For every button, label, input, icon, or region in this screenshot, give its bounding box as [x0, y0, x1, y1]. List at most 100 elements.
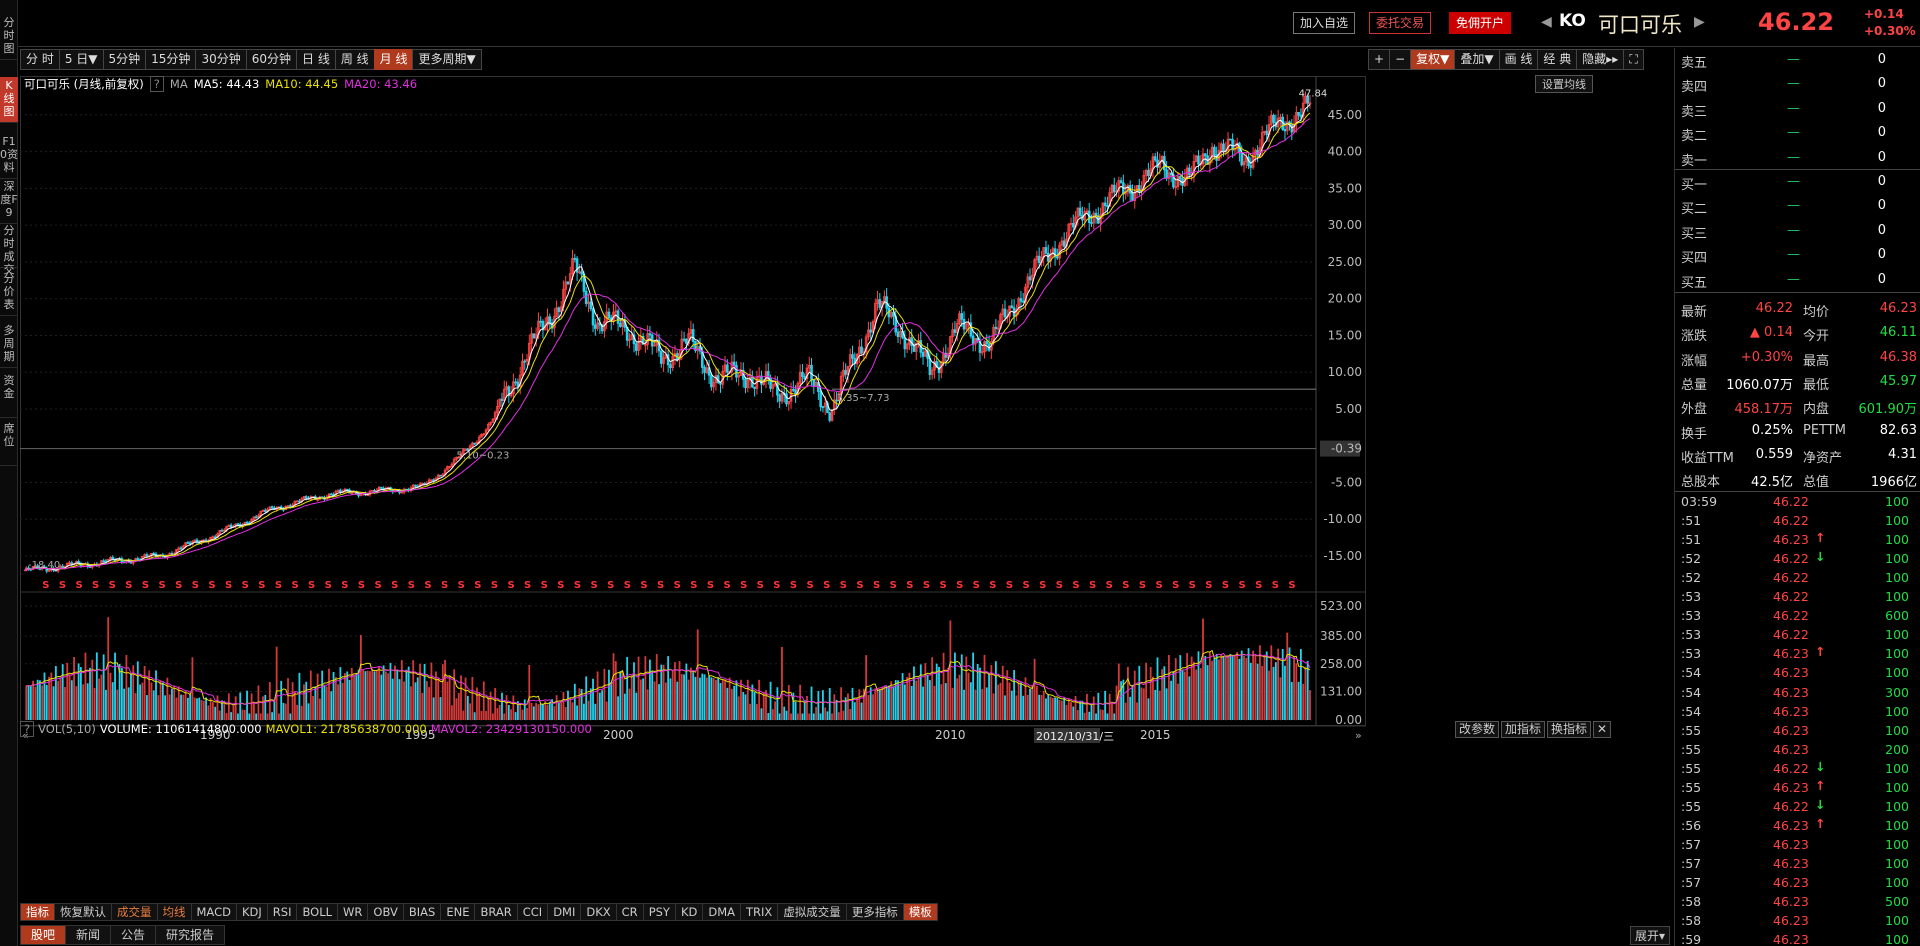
orderbook-qty: 0 [1877, 174, 1886, 189]
tool-button-3[interactable]: 叠加▼ [1454, 49, 1500, 70]
price-axis-label: 5.00 [1335, 402, 1362, 416]
candle-body [145, 554, 149, 557]
volume-bar [287, 678, 289, 720]
tool-button-6[interactable]: 隐藏▸▸ [1576, 49, 1625, 70]
left-tab-1[interactable]: K线图 [0, 77, 18, 123]
add-indicator-button[interactable]: 加指标 [1501, 721, 1546, 738]
switch-indicator-button[interactable]: 换指标 [1547, 721, 1592, 738]
period-tab-4[interactable]: 30分钟 [195, 49, 247, 70]
volume-bar [833, 694, 836, 720]
indicator-tab-15[interactable]: DKX [580, 903, 617, 921]
open-account-button[interactable]: 免佣开户 [1449, 12, 1512, 34]
indicator-tab-3[interactable]: 均线 [156, 903, 192, 921]
left-tab-3[interactable]: 深度F9 [0, 178, 18, 224]
indicator-tab-5[interactable]: KDJ [235, 903, 268, 921]
indicator-tab-14[interactable]: DMI [547, 903, 582, 921]
news-tab-0[interactable]: 股吧 [20, 925, 67, 945]
indicator-tab-17[interactable]: PSY [642, 903, 676, 921]
left-tab-6[interactable]: 多周期 [0, 322, 18, 368]
indicator-tab-13[interactable]: CCI [516, 903, 549, 921]
quote-label: 均价 [1803, 305, 1830, 320]
period-tab-8[interactable]: 月 线 [373, 49, 414, 70]
volume-bar [708, 675, 711, 720]
indicator-tab-19[interactable]: DMA [702, 903, 742, 921]
volume-bar [1304, 666, 1307, 720]
indicator-tab-2[interactable]: 成交量 [111, 903, 158, 921]
candle-body [1197, 155, 1200, 165]
indicator-tab-11[interactable]: ENE [440, 903, 476, 921]
change-params-button[interactable]: 改参数 [1455, 721, 1500, 738]
period-tab-3[interactable]: 15分钟 [145, 49, 197, 70]
period-tab-7[interactable]: 周 线 [334, 49, 375, 70]
price-axis-label: -15.00 [1323, 549, 1362, 563]
left-tab-4[interactable]: 分时成交 [0, 222, 18, 276]
kline-chart[interactable]: 45.00 40.00 35.00 30.00 25.00 20.00 15.00 10.00… [20, 72, 1366, 902]
indicator-tab-23[interactable]: 模板 [902, 903, 938, 921]
left-tab-7[interactable]: 资金 [0, 372, 18, 418]
volume-bar [339, 667, 342, 720]
next-stock-icon[interactable]: ▶ [1694, 14, 1705, 30]
add-watchlist-button[interactable]: 加入自选 [1293, 12, 1356, 34]
volume-bar [742, 691, 745, 720]
indicator-tab-10[interactable]: BIAS [402, 903, 442, 921]
volume-bar [218, 710, 221, 720]
left-tab-5[interactable]: 分价表 [0, 270, 18, 316]
volume-bar [341, 682, 344, 720]
candle-body [1035, 255, 1039, 261]
volume-bar [57, 680, 60, 720]
indicator-tab-8[interactable]: WR [337, 903, 369, 921]
quote-value: 458.17万 [1734, 402, 1794, 418]
tick-row: :51 46.22 100 [1675, 511, 1920, 530]
tick-row: :59 46.23 100 [1675, 930, 1920, 946]
indicator-tab-9[interactable]: OBV [367, 903, 404, 921]
volume-bar [633, 662, 635, 720]
period-tab-9[interactable]: 更多周期▼ [412, 49, 482, 70]
indicator-tab-20[interactable]: TRIX [740, 903, 779, 921]
indicator-tab-6[interactable]: RSI [266, 903, 298, 921]
set-ma-button[interactable]: 设置均线 [1535, 75, 1593, 93]
indicator-tab-21[interactable]: 虚拟成交量 [777, 903, 847, 921]
left-tab-2[interactable]: F10资料 [0, 133, 18, 179]
volume-bar [874, 688, 877, 720]
indicator-tab-4[interactable]: MACD [190, 903, 237, 921]
tool-button-4[interactable]: 画 线 [1498, 49, 1539, 70]
quote-label: 收益TTM [1681, 450, 1734, 466]
news-tab-3[interactable]: 研究报告 [155, 925, 226, 945]
volume-bar [783, 706, 786, 720]
period-tab-0[interactable]: 分 时 [20, 49, 60, 70]
period-tab-1[interactable]: 5 日▼ [58, 49, 104, 70]
dividend-marker: S [1255, 580, 1262, 591]
indicator-tab-12[interactable]: BRAR [474, 903, 518, 921]
left-tab-0[interactable]: 分时图 [0, 14, 18, 60]
indicator-tab-7[interactable]: BOLL [296, 903, 339, 921]
candle-body [785, 393, 788, 405]
candle-body [400, 491, 404, 494]
tool-button-0[interactable]: + [1368, 49, 1391, 70]
trade-button[interactable]: 委托交易 [1369, 12, 1432, 34]
volume-bar [1183, 671, 1186, 720]
prev-stock-icon[interactable]: ◀ [1541, 14, 1552, 30]
expand-button[interactable]: 展开▾ [1630, 926, 1671, 945]
orderbook-row: 买四 — 0 [1675, 243, 1920, 267]
tool-button-1[interactable]: − [1389, 49, 1412, 70]
indicator-tab-18[interactable]: KD [674, 903, 704, 921]
left-tab-8[interactable]: 席位 [0, 420, 18, 466]
volume-bar [774, 701, 777, 720]
tool-button-5[interactable]: 经 典 [1537, 49, 1578, 70]
tool-button-7[interactable]: ⛶ [1623, 49, 1644, 70]
news-tab-2[interactable]: 公告 [110, 925, 157, 945]
period-tab-5[interactable]: 60分钟 [245, 49, 297, 70]
period-tab-2[interactable]: 5分钟 [102, 49, 147, 70]
indicator-tab-22[interactable]: 更多指标 [845, 903, 904, 921]
news-tab-1[interactable]: 新闻 [65, 925, 112, 945]
quote-value: 46.11 [1879, 325, 1917, 341]
close-icon[interactable]: ✕ [1593, 721, 1612, 738]
indicator-tab-0[interactable]: 指标 [20, 903, 55, 921]
indicator-tab-1[interactable]: 恢复默认 [54, 903, 112, 921]
indicator-tab-16[interactable]: CR [615, 903, 644, 921]
period-tab-6[interactable]: 日 线 [296, 49, 336, 70]
vol-help-icon[interactable]: ? [20, 721, 35, 737]
tool-button-2[interactable]: 复权▼ [1410, 49, 1456, 70]
volume-bar [1215, 654, 1218, 720]
help-icon[interactable]: ? [149, 76, 164, 92]
